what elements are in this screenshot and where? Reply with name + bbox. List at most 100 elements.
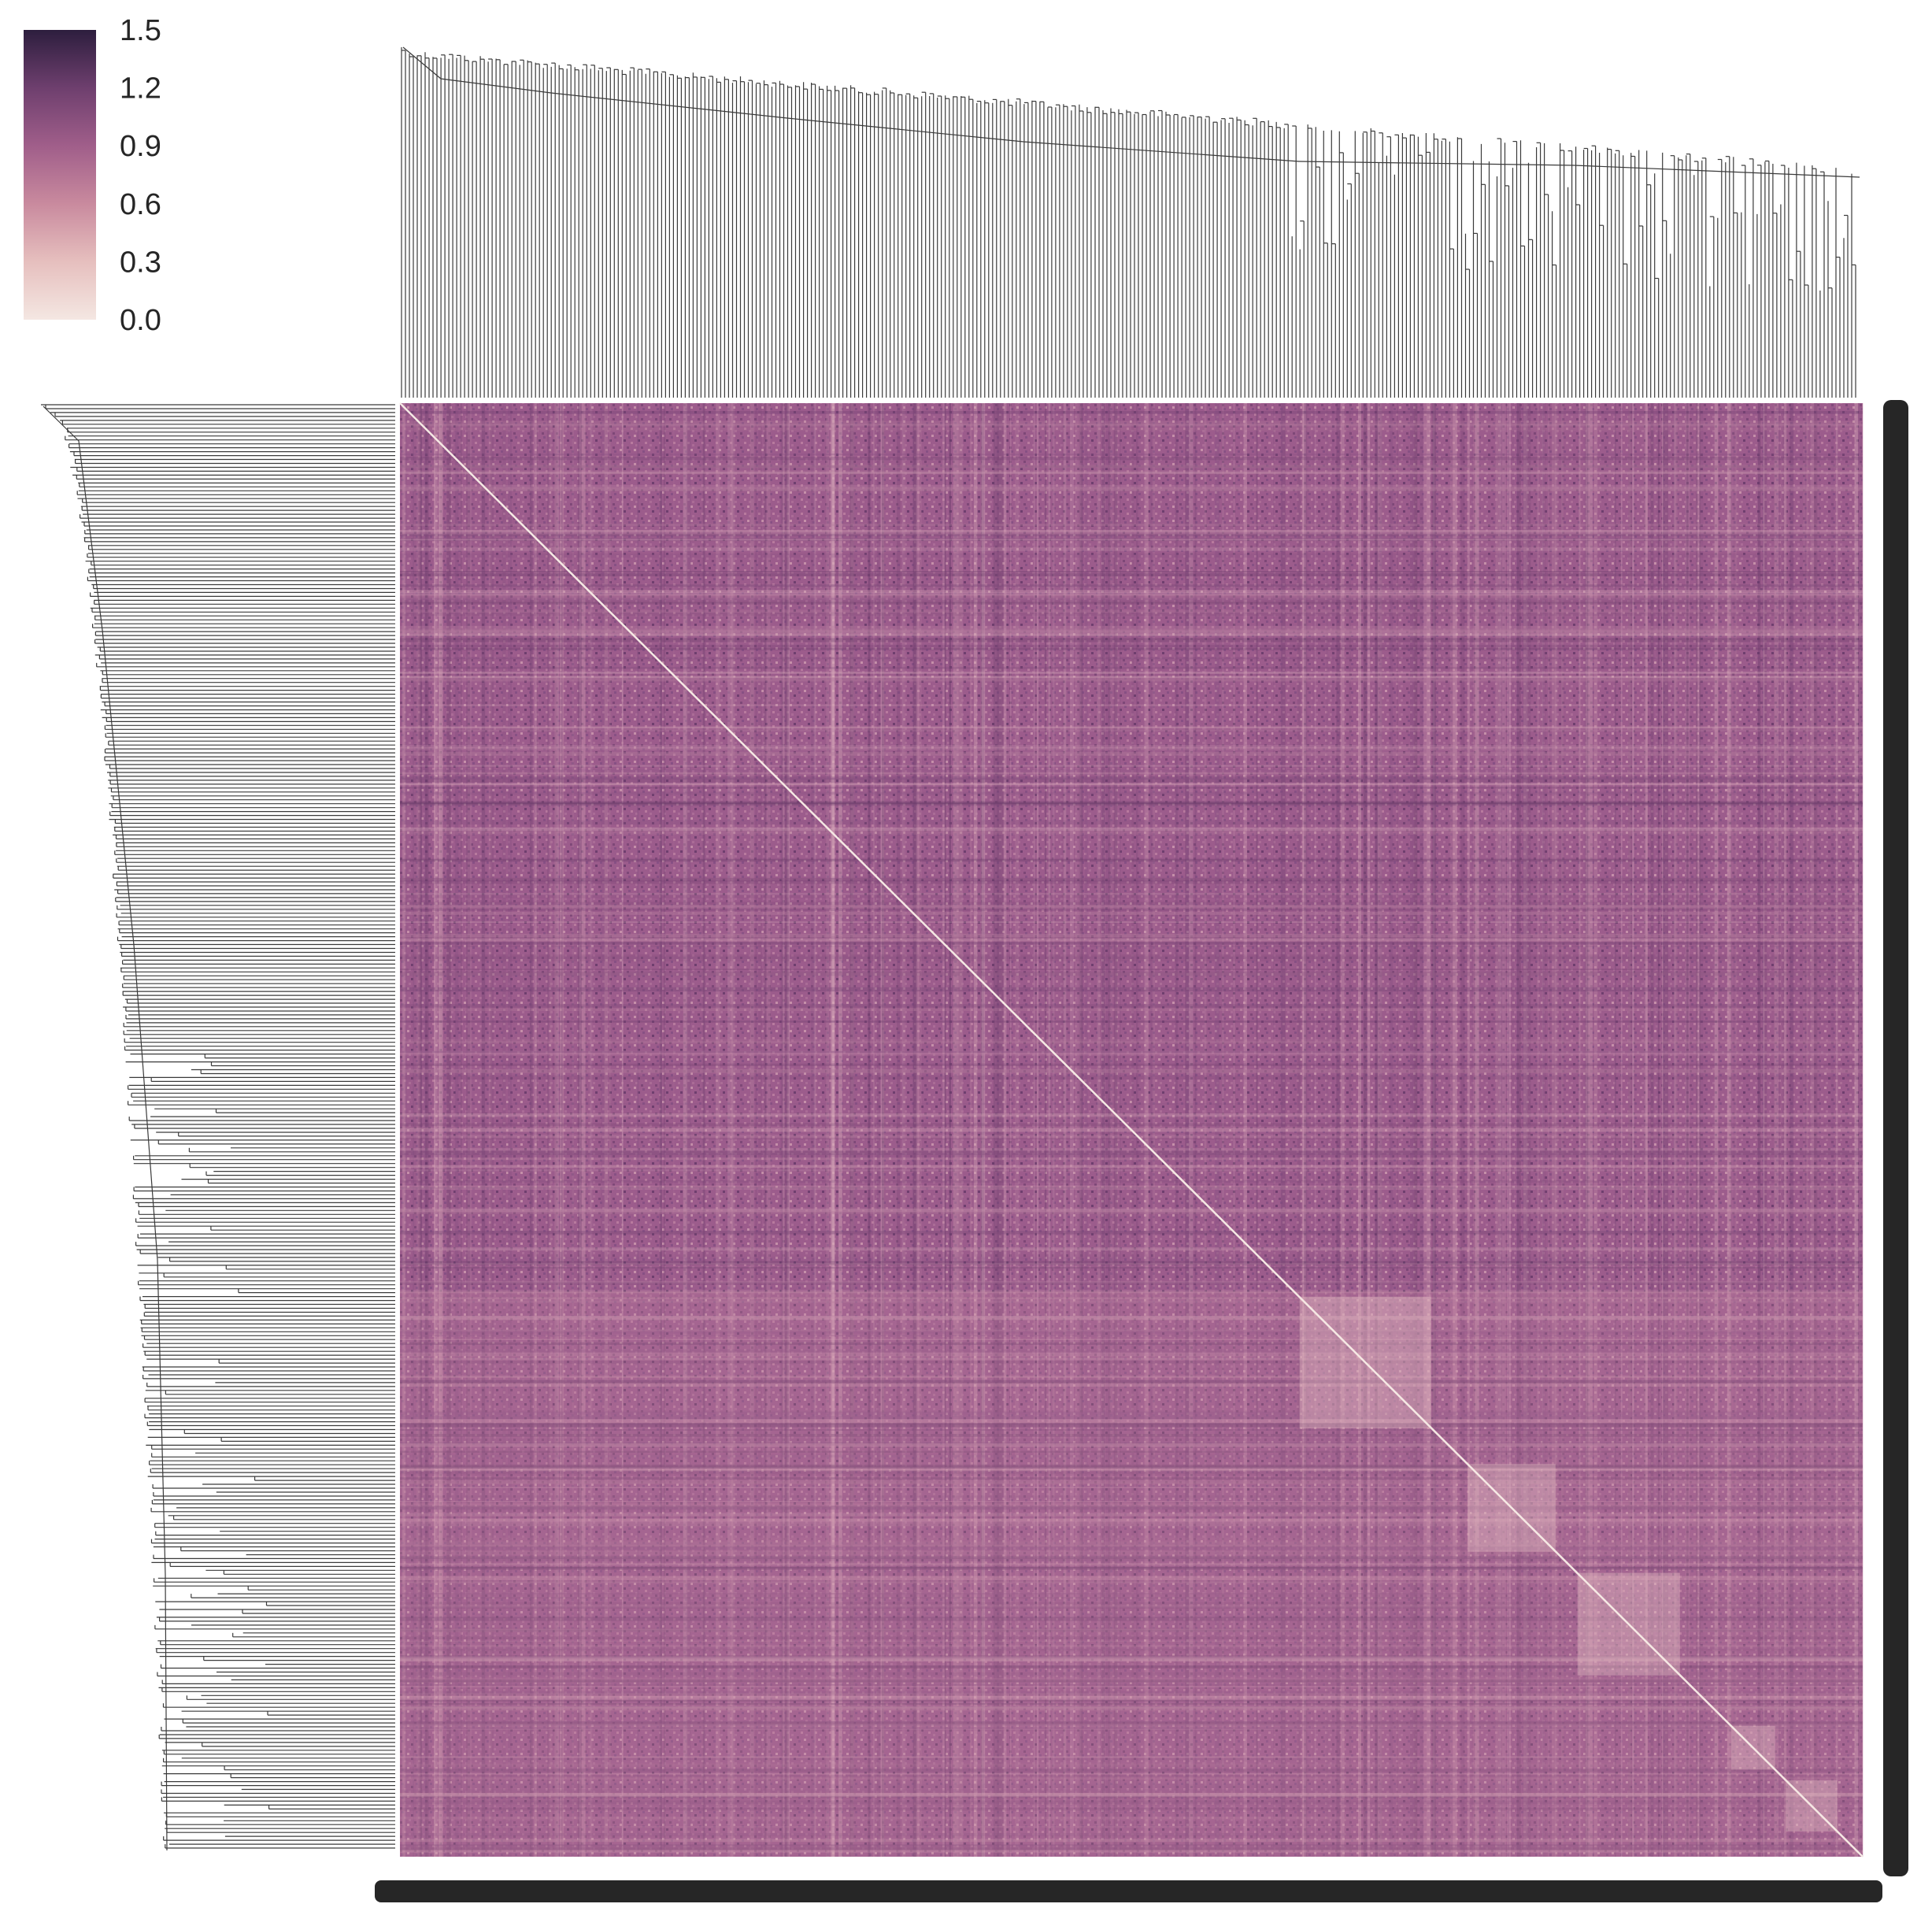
heatmap-column-band bbox=[1380, 403, 1382, 1857]
heatmap-row-band bbox=[400, 1041, 1863, 1044]
heatmap-column-band bbox=[1280, 403, 1282, 1857]
heatmap-column-band bbox=[832, 403, 835, 1857]
heatmap-row-band bbox=[400, 532, 1863, 535]
heatmap-row-band bbox=[400, 802, 1863, 805]
heatmap-row-band bbox=[400, 1793, 1863, 1798]
heatmap-row-band bbox=[400, 1545, 1863, 1549]
heatmap-column-band bbox=[1854, 403, 1858, 1857]
heatmap-row-band bbox=[400, 912, 1863, 915]
heatmap-column-band bbox=[813, 403, 816, 1857]
heatmap-column-band bbox=[1377, 403, 1379, 1857]
heatmap-row-band bbox=[400, 956, 1863, 960]
heatmap-row-band bbox=[400, 1678, 1863, 1683]
heatmap-column-band bbox=[1302, 403, 1305, 1857]
heatmap-row-band bbox=[400, 1411, 1863, 1415]
heatmap-column-band bbox=[413, 403, 415, 1857]
heatmap-row-band bbox=[400, 1380, 1863, 1383]
heatmap-row-band bbox=[400, 1817, 1863, 1820]
heatmap-column-band bbox=[880, 403, 885, 1857]
heatmap-column-band bbox=[1632, 403, 1634, 1857]
heatmap-row-band bbox=[400, 908, 1863, 911]
heatmap-column-band bbox=[425, 403, 429, 1857]
heatmap-column-band bbox=[1109, 403, 1113, 1857]
heatmap-row-band bbox=[400, 524, 1863, 527]
heatmap-column-band bbox=[811, 403, 816, 1857]
heatmap-column-band bbox=[953, 403, 957, 1857]
heatmap-column-band bbox=[1537, 403, 1539, 1857]
heatmap-column-band bbox=[1303, 403, 1306, 1857]
heatmap-column-band bbox=[917, 403, 920, 1857]
heatmap-column-band bbox=[831, 403, 835, 1857]
heatmap-column-band bbox=[981, 403, 986, 1857]
heatmap-row-band bbox=[400, 877, 1863, 882]
heatmap-bands bbox=[400, 403, 1864, 1857]
heatmap-column-band bbox=[915, 403, 919, 1857]
heatmap-row-band bbox=[400, 1654, 1863, 1659]
heatmap-column-band bbox=[1358, 403, 1362, 1857]
heatmap-row-band bbox=[400, 1137, 1863, 1140]
heatmap-row-band bbox=[400, 1628, 1863, 1632]
heatmap-column-band bbox=[958, 403, 963, 1857]
heatmap-column-band bbox=[881, 403, 885, 1857]
heatmap-column-band bbox=[1033, 403, 1035, 1857]
heatmap-column-band bbox=[1080, 403, 1083, 1857]
heatmap-column-band bbox=[973, 403, 978, 1857]
heatmap-column-band bbox=[1015, 403, 1019, 1857]
heatmap-column-band bbox=[996, 403, 1001, 1857]
heatmap-column-band bbox=[755, 403, 757, 1857]
heatmap-column-band bbox=[554, 403, 557, 1857]
heatmap-column-band bbox=[1222, 403, 1224, 1857]
heatmap-row-band bbox=[400, 751, 1863, 756]
heatmap-row-band bbox=[400, 830, 1863, 835]
heatmap-column-band bbox=[1453, 403, 1457, 1857]
heatmap-row-band bbox=[400, 1465, 1863, 1469]
heatmap-row-band bbox=[400, 1680, 1863, 1683]
heatmap-column-band bbox=[782, 403, 783, 1857]
heatmap-row-band bbox=[400, 776, 1863, 780]
heatmap-column-band bbox=[438, 403, 441, 1857]
heatmap-column-band bbox=[1120, 403, 1121, 1857]
heatmap-row-band bbox=[400, 1521, 1863, 1527]
heatmap-row-band bbox=[400, 666, 1863, 669]
heatmap-column-band bbox=[1048, 403, 1051, 1857]
heatmap-row-band bbox=[400, 1545, 1863, 1547]
heatmap-column-band bbox=[556, 403, 559, 1857]
heatmap-column-band bbox=[1560, 403, 1564, 1857]
heatmap-column-band bbox=[601, 403, 605, 1857]
heatmap-column-band bbox=[420, 403, 422, 1857]
heatmap-column-band bbox=[402, 403, 406, 1857]
heatmap-row-band bbox=[400, 777, 1863, 780]
heatmap-row-band bbox=[400, 1665, 1863, 1669]
heatmap-column-band bbox=[1686, 403, 1689, 1857]
heatmap-column-band bbox=[1542, 403, 1544, 1857]
heatmap-column-band bbox=[868, 403, 871, 1857]
heatmap-row-band bbox=[400, 1148, 1863, 1151]
heatmap-row-band bbox=[400, 1699, 1863, 1702]
heatmap-row-band bbox=[400, 1727, 1863, 1731]
heatmap-column-band bbox=[1547, 403, 1550, 1857]
heatmap-row-band bbox=[400, 954, 1863, 957]
heatmap-row-band bbox=[400, 1075, 1863, 1080]
heatmap-row-band bbox=[400, 465, 1863, 469]
row-dendrogram bbox=[41, 404, 395, 1851]
heatmap-column-band bbox=[1835, 403, 1838, 1857]
heatmap-row-band bbox=[400, 1784, 1863, 1788]
heatmap-row-band bbox=[400, 936, 1863, 939]
heatmap-column-band bbox=[1135, 403, 1138, 1857]
heatmap-column-band bbox=[1763, 403, 1765, 1857]
colorbar: 0.0 0.3 0.6 0.9 1.2 1.5 bbox=[24, 14, 161, 337]
heatmap-column-band bbox=[1593, 403, 1598, 1857]
heatmap-column-band bbox=[876, 403, 879, 1857]
heatmap-column-band bbox=[424, 403, 427, 1857]
heatmap-row-band bbox=[400, 894, 1863, 898]
heatmap-row-band bbox=[400, 1434, 1863, 1437]
heatmap-row-band bbox=[400, 1187, 1863, 1189]
heatmap-column-band bbox=[1215, 403, 1220, 1857]
heatmap-column-band bbox=[902, 403, 904, 1857]
heatmap-row-band bbox=[400, 906, 1863, 908]
heatmap-row-band bbox=[400, 1419, 1863, 1424]
heatmap-column-band bbox=[560, 403, 564, 1857]
heatmap-column-band bbox=[942, 403, 945, 1857]
heatmap-column-band bbox=[1730, 403, 1734, 1857]
heatmap-column-band bbox=[1666, 403, 1668, 1857]
